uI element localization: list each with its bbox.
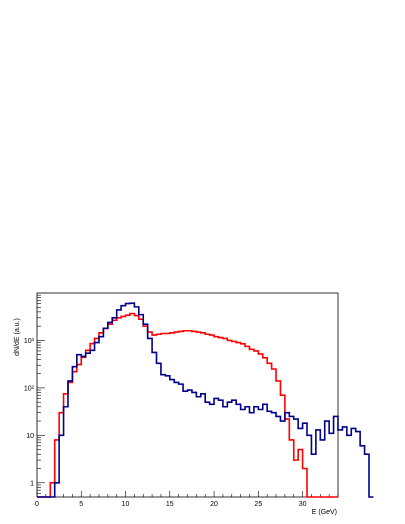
- x-tick-label: 0: [35, 501, 39, 508]
- x-tick-label: 10: [122, 501, 130, 508]
- series-0-histogram: [37, 312, 338, 498]
- y-axis-title: dN/dE (a.u.): [14, 318, 21, 356]
- x-tick-label: 30: [299, 501, 307, 508]
- series-1-histogram: [37, 302, 374, 498]
- y-tick-label: 1: [30, 480, 34, 487]
- y-tick-label: 10³: [24, 338, 35, 345]
- x-tick-label: 5: [79, 501, 83, 508]
- y-tick-label: 10²: [24, 385, 35, 392]
- x-tick-label: 25: [254, 501, 262, 508]
- x-tick-label: 15: [166, 501, 174, 508]
- y-tick-label: 10: [26, 433, 34, 440]
- x-axis-title: E (GeV): [312, 509, 337, 516]
- x-tick-label: 20: [210, 501, 218, 508]
- plot-frame: [36, 292, 339, 498]
